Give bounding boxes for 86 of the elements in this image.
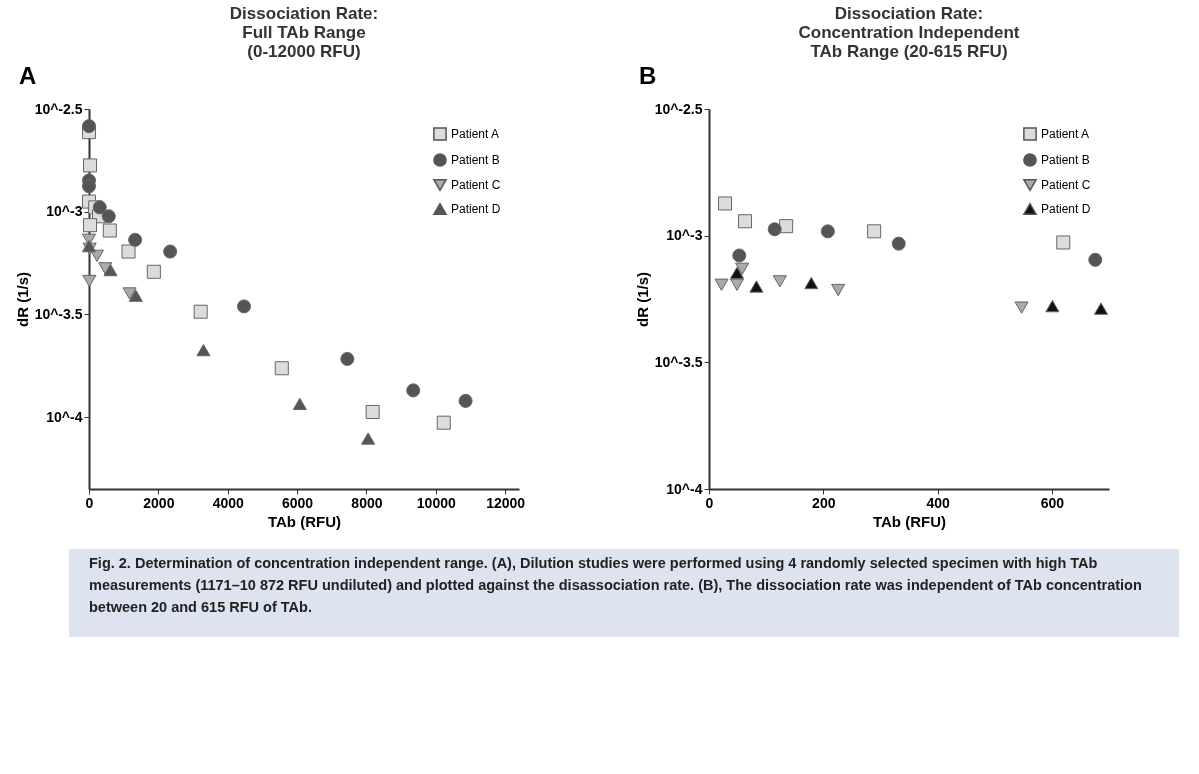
- point: [196, 343, 211, 357]
- x-tick-label: 6000: [281, 494, 314, 511]
- point: [163, 244, 178, 259]
- point: [121, 244, 136, 259]
- point: [103, 263, 118, 277]
- point: [122, 287, 137, 300]
- point: [732, 248, 747, 263]
- point: [804, 276, 819, 290]
- text: Dissociation Rate:: [834, 4, 984, 23]
- legend-label: Patient C: [1041, 178, 1091, 192]
- point: [274, 361, 289, 376]
- point: [92, 200, 107, 215]
- point: [365, 404, 380, 419]
- point: [1045, 299, 1060, 313]
- text: A: [19, 62, 37, 89]
- x-tick-label: 2000: [143, 494, 175, 511]
- x-tick-label: 8000: [351, 494, 383, 511]
- y-tick-label: 10^-3: [46, 203, 83, 220]
- text: Dissociation Rate:: [229, 4, 379, 23]
- point: [820, 224, 835, 239]
- x-tick-label: 12000: [486, 494, 526, 511]
- x-tick-label: 0: [85, 494, 94, 511]
- point: [1056, 235, 1071, 250]
- point: [102, 223, 117, 238]
- text: B: [639, 62, 657, 89]
- point: [735, 262, 750, 275]
- legend-label: Patient B: [451, 153, 500, 167]
- point: [83, 158, 98, 173]
- y-axis-title: dR (1/s): [13, 271, 31, 328]
- legend-label: Patient C: [451, 178, 501, 192]
- point: [101, 209, 116, 224]
- y-axis-title: dR (1/s): [633, 271, 651, 328]
- y-tick-label: 10^-2.5: [654, 100, 703, 117]
- point: [83, 218, 98, 233]
- point: [361, 432, 376, 445]
- point: [831, 283, 846, 297]
- point: [737, 214, 753, 229]
- point: [1014, 301, 1029, 314]
- point: [406, 383, 421, 398]
- point: [729, 278, 745, 291]
- x-tick-label: 600: [1040, 494, 1065, 511]
- point: [867, 224, 882, 239]
- point: [340, 351, 355, 366]
- legend-label: Patient A: [1041, 127, 1090, 141]
- x-tick-label: 4000: [212, 494, 244, 511]
- x-axis-title: TAb (RFU): [267, 512, 342, 530]
- y-tick-label: 10^-3.5: [654, 353, 703, 370]
- point: [717, 196, 733, 211]
- point: [81, 179, 97, 194]
- x-tick-label: 10000: [416, 494, 456, 511]
- text: (0-12000 RFU): [247, 42, 361, 61]
- y-tick-label: 10^-3: [666, 227, 703, 244]
- y-tick-label: 10^-2.5: [34, 100, 83, 117]
- point: [146, 264, 161, 279]
- point: [82, 274, 97, 288]
- legend-label: Patient D: [451, 202, 501, 216]
- point: [749, 280, 764, 293]
- point: [458, 393, 473, 408]
- x-tick-label: 200: [812, 494, 836, 511]
- legend-label: Patient A: [451, 127, 500, 141]
- point: [236, 299, 252, 314]
- y-tick-label: 10^-4: [666, 480, 703, 497]
- point: [767, 222, 782, 237]
- text: Full TAb Range: [242, 23, 366, 42]
- point: [714, 278, 729, 291]
- point: [891, 236, 906, 251]
- point: [292, 397, 307, 411]
- y-tick-label: 10^-3.5: [34, 305, 83, 322]
- point: [128, 289, 143, 302]
- y-tick-label: 10^-4: [46, 408, 83, 425]
- caption: Fig. 2. Determination of concentration independent range. (A), Dilution studies were performed using 4 randomly selected specimen with high TAb measurements (1171–10 872 RFU undiluted) and plotted against the disassociation rate. (B), The dissociation rate was independent of TAb concentration between 20 and 615 RFU of TAb.: [89, 555, 1142, 615]
- point: [729, 266, 745, 280]
- point: [1093, 302, 1109, 315]
- x-axis-title: TAb (RFU): [872, 512, 947, 530]
- point: [193, 304, 208, 319]
- point: [772, 275, 787, 288]
- x-tick-label: 0: [705, 494, 714, 511]
- legend-label: Patient D: [1041, 202, 1091, 216]
- point: [436, 415, 451, 430]
- point: [128, 232, 143, 247]
- text: TAb Range (20-615 RFU): [810, 42, 1008, 61]
- legend-label: Patient B: [1041, 153, 1090, 167]
- point: [81, 119, 97, 134]
- point: [1088, 252, 1103, 267]
- x-tick-label: 400: [926, 494, 950, 511]
- text: Concentration Independent: [798, 23, 1020, 42]
